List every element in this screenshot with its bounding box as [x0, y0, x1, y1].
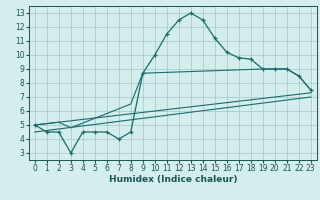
X-axis label: Humidex (Indice chaleur): Humidex (Indice chaleur)	[108, 175, 237, 184]
